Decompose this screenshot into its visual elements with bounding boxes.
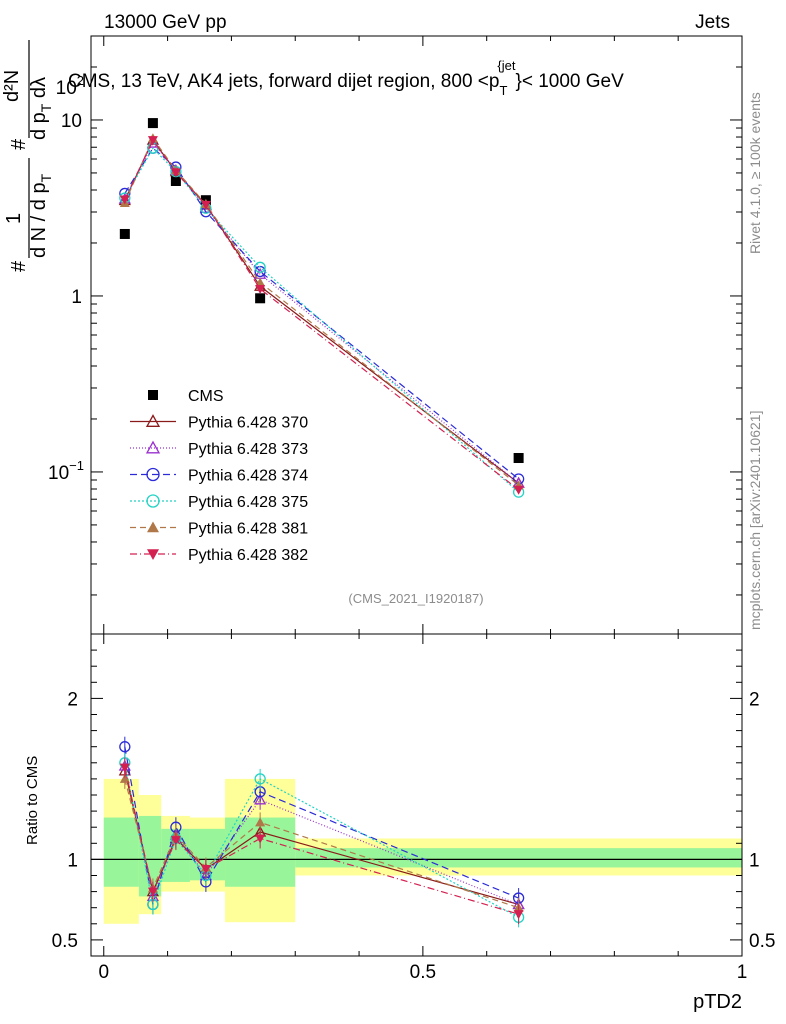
ratio-y-tick-label-right-2: 2 bbox=[749, 689, 760, 710]
series-4-point-4 bbox=[254, 261, 266, 273]
svg-text:d²N: d²N bbox=[1, 70, 23, 102]
title-tail: }< 1000 GeV bbox=[515, 71, 624, 92]
x-tick-label-1: 0.5 bbox=[410, 962, 436, 983]
ratio-y-tick-label-right-0: 0.5 bbox=[749, 931, 775, 952]
series-0-point-2 bbox=[170, 175, 181, 186]
series-5-ratio-line bbox=[124, 778, 519, 909]
series-5-line bbox=[124, 137, 519, 486]
y-tick-label-100: 102 bbox=[56, 73, 84, 99]
category-label: Jets bbox=[695, 12, 730, 33]
series-4-ratio-line bbox=[124, 762, 519, 918]
series-6-point-0 bbox=[119, 195, 130, 205]
legend-marker-5 bbox=[147, 521, 159, 533]
ratio-y-label: Ratio to CMS bbox=[24, 756, 41, 845]
legend-label-1: Pythia 6.428 370 bbox=[188, 415, 308, 432]
y-tick-label-1: 1 bbox=[71, 287, 82, 308]
watermark: (CMS_2021_I1920187) bbox=[348, 591, 483, 606]
legend-label-0: CMS bbox=[188, 388, 224, 405]
series-4-ratio-point-4 bbox=[254, 773, 266, 785]
title-main: CMS, 13 TeV, AK4 jets, forward dijet reg… bbox=[68, 71, 499, 92]
series-6-line bbox=[124, 138, 519, 491]
series-6-point-4 bbox=[255, 284, 266, 294]
ylabel-den2-sub: T bbox=[38, 103, 54, 112]
series-0-point-4 bbox=[255, 293, 266, 304]
series-6-point-1 bbox=[147, 136, 158, 146]
series-0-point-1 bbox=[147, 118, 158, 129]
series-6-ratio-point-5 bbox=[513, 910, 524, 920]
ratio-y-tick-label-0: 0.5 bbox=[52, 931, 78, 952]
y-tick-label-0.1: 10−1 bbox=[48, 458, 84, 484]
ylabel-num: 1 bbox=[3, 213, 25, 224]
rivet-label: Rivet 4.1.0, ≥ 100k events bbox=[747, 92, 763, 254]
ylabel-hash2: # bbox=[8, 138, 30, 150]
ratio-band-inner-3 bbox=[189, 828, 226, 881]
series-3-ratio-point-0 bbox=[119, 741, 131, 753]
y-tick-label-10: 10 bbox=[61, 111, 82, 132]
main-panel: 10−1 1 10 102 (CMS_2021_I1920187) bbox=[48, 35, 743, 635]
series-3-line bbox=[124, 147, 519, 480]
series-2-ratio-point-4 bbox=[254, 793, 267, 805]
ylabel-den-sub: T bbox=[38, 173, 54, 182]
ylabel-num2: d²N bbox=[1, 70, 23, 102]
legend-marker-2 bbox=[145, 440, 161, 454]
ratio-band-inner-5 bbox=[295, 848, 742, 868]
legend-marker-6 bbox=[147, 549, 159, 560]
svg-text:#: # bbox=[8, 138, 30, 150]
legend-marker-4 bbox=[146, 494, 160, 508]
series-0-point-5 bbox=[513, 453, 524, 464]
mcplots-label: mcplots.cern.ch [arXiv:2401.10621] bbox=[747, 411, 763, 630]
title-sup: {jet bbox=[497, 58, 515, 73]
series-6-point-5 bbox=[513, 485, 524, 495]
series-0-point-0 bbox=[119, 228, 130, 239]
ylabel-den: d N / d p bbox=[28, 182, 50, 258]
legend-label-5: Pythia 6.428 381 bbox=[188, 521, 308, 538]
series-6-ratio-point-3 bbox=[200, 865, 211, 875]
legend-label-6: Pythia 6.428 382 bbox=[188, 547, 308, 564]
series-6-ratio-point-0 bbox=[119, 763, 130, 773]
title-sub: T bbox=[499, 83, 507, 98]
x-tick-label-2: 1 bbox=[737, 962, 748, 983]
x-axis-label: pTD2 bbox=[693, 991, 742, 1013]
legend-label-4: Pythia 6.428 375 bbox=[188, 494, 308, 511]
ratio-frame bbox=[90, 633, 743, 957]
ylabel-hash: # bbox=[8, 260, 30, 272]
ratio-band-inner-1 bbox=[138, 815, 162, 897]
legend-marker-1 bbox=[145, 414, 161, 427]
series-6-point-2 bbox=[170, 168, 181, 178]
legend: CMS Pythia 6.428 370 Pythia 6.428 373 Pythi… bbox=[130, 388, 308, 564]
series-2-ratio-line bbox=[124, 765, 519, 906]
legend-label-2: Pythia 6.428 373 bbox=[188, 441, 308, 458]
plot-title: CMS, 13 TeV, AK4 jets, forward dijet reg… bbox=[68, 58, 624, 98]
series-6-ratio-line bbox=[124, 767, 519, 915]
legend-label-3: Pythia 6.428 374 bbox=[188, 468, 308, 485]
series-6-ratio-point-4 bbox=[255, 834, 266, 844]
ratio-y-tick-label-2: 2 bbox=[67, 689, 78, 710]
ylabel-den2-tail: dλ bbox=[28, 77, 50, 104]
main-frame bbox=[90, 35, 743, 635]
series-6-ratio-point-2 bbox=[170, 836, 181, 846]
series-5-ratio-point-4 bbox=[255, 817, 266, 827]
svg-text:d pT dλ: d pT dλ bbox=[28, 77, 54, 140]
series-5-ratio-point-0 bbox=[119, 773, 130, 783]
legend-marker-3 bbox=[146, 467, 160, 482]
svg-text:1: 1 bbox=[3, 213, 25, 224]
ratio-band-inner-0 bbox=[103, 817, 139, 887]
energy-label: 13000 GeV pp bbox=[104, 12, 227, 33]
ratio-y-tick-label-1: 1 bbox=[67, 850, 78, 871]
ratio-y-tick-label-right-1: 1 bbox=[749, 850, 760, 871]
ylabel-den2: d p bbox=[28, 112, 50, 140]
legend-marker-0 bbox=[148, 390, 158, 400]
ratio-panel: 0 0.5 10.5 0.51 12 2 bbox=[52, 633, 775, 983]
x-tick-label-0: 0 bbox=[98, 962, 109, 983]
svg-text:CMS, 13 TeV, AK4 jets, forward: CMS, 13 TeV, AK4 jets, forward dijet reg… bbox=[68, 58, 624, 98]
series-6-point-3 bbox=[200, 200, 211, 210]
svg-text:d N / d pT: d N / d pT bbox=[28, 173, 54, 258]
svg-text:#: # bbox=[8, 260, 30, 272]
y-axis-label: # 1 d N / d pT # d²N d pT dλ bbox=[1, 40, 54, 272]
series-6-ratio-point-1 bbox=[147, 887, 158, 897]
series-4-line bbox=[124, 147, 520, 493]
